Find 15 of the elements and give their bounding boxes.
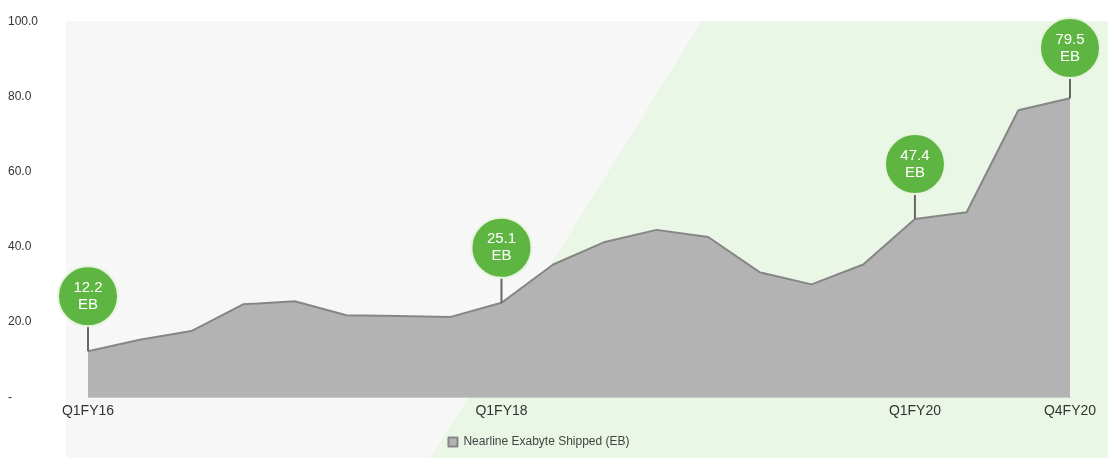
x-tick-label: Q1FY20	[888, 402, 942, 419]
annotation: 25.1 EB	[486, 229, 517, 264]
y-tick-label: 20.0	[8, 314, 32, 329]
y-tick-label: 60.0	[8, 163, 32, 178]
annotation: 47.4 EB	[900, 145, 930, 180]
x-tick-label: Q4FY20	[1043, 402, 1097, 419]
y-tick-label: 40.0	[8, 239, 32, 254]
x-tick-label: Q1FY18	[475, 402, 528, 419]
annotation: 79.5 EB	[1055, 29, 1085, 64]
annotation: 12.2 EB	[73, 277, 103, 312]
y-tick-label: -	[8, 389, 12, 404]
y-tick-label: 80.0	[8, 88, 32, 103]
x-tick-label: Q1FY16	[61, 402, 115, 419]
y-tick-label: 100.0	[8, 13, 39, 28]
legend-label: Nearline Exabyte Shipped (EB)	[463, 434, 630, 449]
